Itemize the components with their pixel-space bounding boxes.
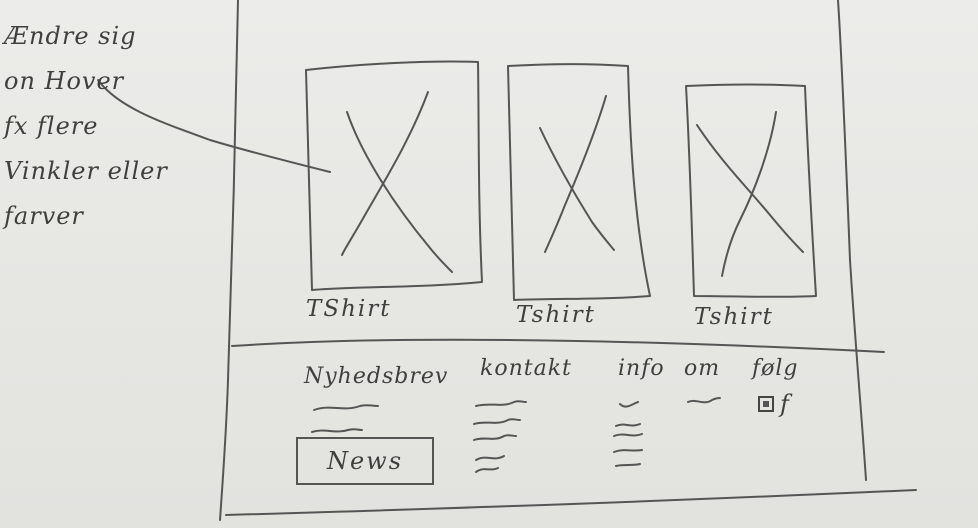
product-card-1: [305, 60, 483, 291]
page-right-border: [837, 0, 867, 481]
annotation-line: farver: [4, 202, 84, 230]
scribble-nyhedsbrev-1: [313, 404, 379, 411]
product-label: TShirt: [306, 296, 392, 322]
product-label: Tshirt: [694, 304, 774, 330]
page-bottom-border: [225, 489, 917, 516]
annotation-line: Vinkler eller: [4, 157, 168, 185]
scribble-om-1: [687, 397, 721, 404]
scribble-info-5: [615, 463, 641, 467]
annotation-line: on Hover: [4, 67, 125, 95]
annotation-line: Ændre sig: [4, 22, 137, 50]
annotation-line: fx flere: [4, 112, 99, 140]
scribble-info-1: [619, 401, 639, 408]
footer-title-folg: følg: [752, 356, 799, 381]
scribble-kontakt-1: [475, 400, 527, 407]
scribble-info-2: [615, 423, 641, 427]
product-card-3: [685, 83, 817, 298]
product-label: Tshirt: [516, 302, 596, 328]
footer-title-kontakt: kontakt: [480, 356, 572, 381]
footer-title-nyhedsbrev: Nyhedsbrev: [304, 364, 449, 389]
scribble-info-3: [613, 433, 643, 437]
footer-title-om: om: [684, 356, 721, 381]
news-button[interactable]: News: [296, 437, 434, 485]
social-icons: f: [758, 390, 789, 418]
annotation-arrow: [97, 79, 331, 173]
scribble-kontakt-3: [473, 434, 517, 441]
scribble-kontakt-2: [473, 418, 521, 425]
footer-divider: [231, 338, 885, 353]
scribble-info-4: [613, 449, 643, 453]
page-left-border: [219, 0, 239, 521]
footer-title-info: info: [618, 356, 665, 381]
instagram-icon[interactable]: [758, 396, 774, 412]
facebook-icon[interactable]: f: [780, 390, 789, 418]
hover-annotation: Ændre sig on Hover fx flere Vinkler elle…: [4, 14, 204, 239]
scribble-kontakt-4: [475, 455, 505, 461]
scribble-kontakt-5: [475, 467, 499, 473]
product-card-2: [507, 63, 651, 301]
scribble-nyhedsbrev-2: [311, 428, 363, 433]
